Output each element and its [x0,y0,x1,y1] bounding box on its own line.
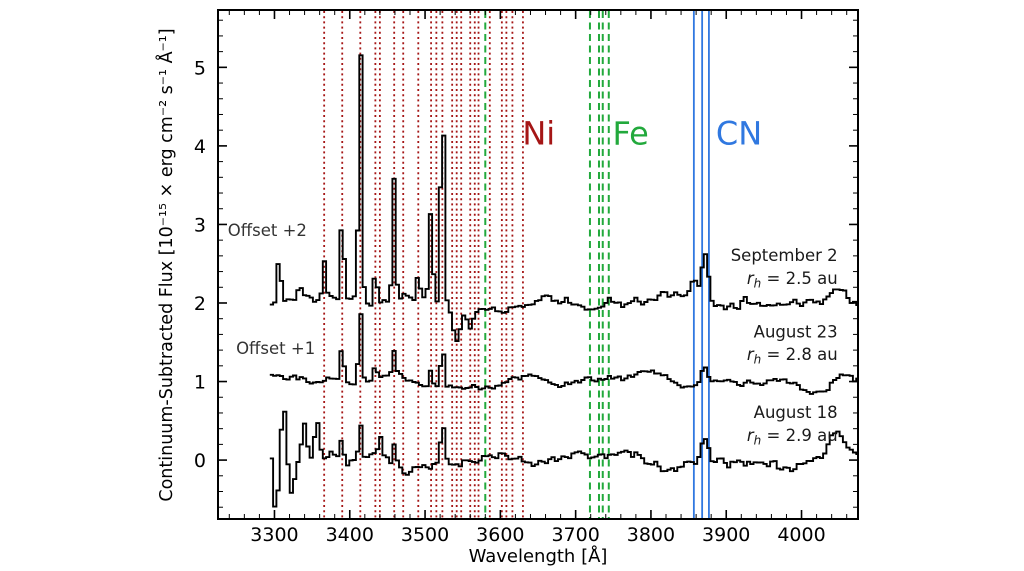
y-tick-label-2: 2 [194,293,206,315]
axes-layer: 3300 3400 3500 3600 3700 3800 3900 4000 0 1 2 3 4 5 [194,9,859,546]
x-tick-label-3700: 3700 [551,524,599,546]
offset-label-1: Offset +1 [236,339,315,358]
x-axis-label: Wavelength [Å] [469,545,608,567]
x-tick-label-3900: 3900 [702,524,750,546]
species-label-ni: Ni [522,114,555,152]
x-tick-label-3300: 3300 [250,524,298,546]
series-rh-label-september-2: rh = 2.5 au [747,269,838,291]
plot-border [217,9,859,520]
spectrum-august-23 [269,313,857,395]
y-axis-label: Continuum-Subtracted Flux [10⁻¹⁵ × erg c… [155,28,177,501]
x-tick-label-3600: 3600 [476,524,524,546]
series-label-august-23: August 23 [754,322,838,341]
y-tick-label-0: 0 [194,450,206,472]
species-label-cn: CN [716,114,762,152]
series-label-september-2: September 2 [731,246,838,265]
series-label-august-18: August 18 [754,403,838,422]
labels-layer: Offset +2 Offset +1 Ni Fe CN September 2 rh = … [228,114,838,447]
spectrum-september-2 [269,54,857,343]
x-tick-label-3500: 3500 [401,524,449,546]
y-tick-label-5: 5 [194,57,206,79]
spectra-layer [269,54,857,508]
x-tick-label-3800: 3800 [627,524,675,546]
y-tick-label-3: 3 [194,214,206,236]
offset-label-2: Offset +2 [228,221,307,240]
series-rh-label-august-18: rh = 2.9 au [747,426,838,448]
x-tick-label-4000: 4000 [777,524,825,546]
marker-lines-layer [323,11,710,518]
species-label-fe: Fe [612,114,648,152]
series-rh-label-august-23: rh = 2.8 au [747,345,838,367]
x-tick-label-3400: 3400 [326,524,374,546]
y-tick-label-1: 1 [194,372,206,394]
y-tick-label-4: 4 [194,136,206,158]
spectrum-august-18 [269,410,857,508]
